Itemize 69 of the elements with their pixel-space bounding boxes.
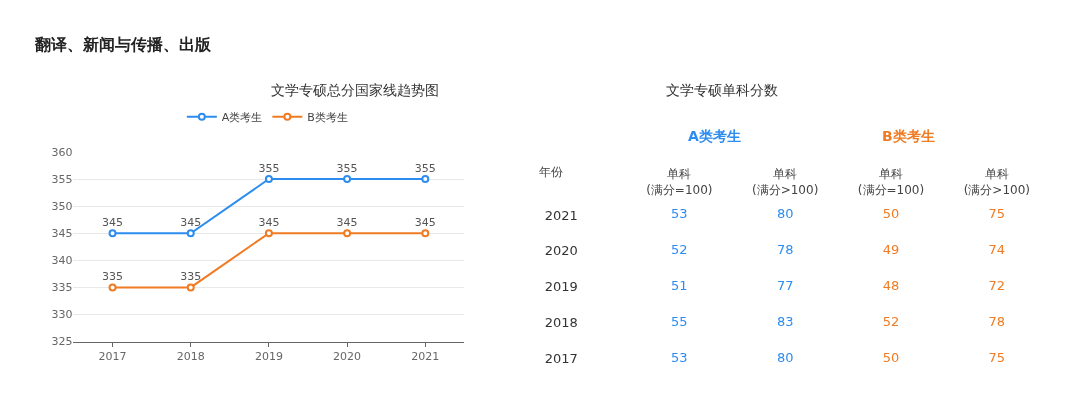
data-label: 77 bbox=[776, 278, 794, 294]
y-axis-title: 年份 bbox=[539, 165, 563, 179]
point bbox=[264, 175, 273, 184]
data-label: 50 bbox=[882, 349, 900, 365]
data-label: 50 bbox=[882, 206, 900, 222]
text: 翻译、新闻与传播、出版 bbox=[34, 35, 212, 54]
y-tick-label: 335 bbox=[51, 281, 73, 295]
y-tick-label: 355 bbox=[51, 172, 73, 186]
point bbox=[421, 175, 430, 184]
data-label: 345 bbox=[102, 215, 124, 229]
data-label: 74 bbox=[988, 242, 1006, 258]
point bbox=[108, 229, 117, 238]
point bbox=[186, 283, 195, 292]
data-label: 335 bbox=[180, 269, 202, 283]
y-tick-label: 325 bbox=[51, 335, 73, 349]
data-label: 345 bbox=[180, 215, 202, 229]
point bbox=[186, 229, 195, 238]
y-tick-label: 340 bbox=[51, 254, 73, 268]
x-tick-label: 单科 (满分=100) bbox=[646, 167, 713, 197]
chart-title: 文学专硕总分国家线趋势图 bbox=[271, 82, 439, 98]
data-label: 355 bbox=[414, 161, 436, 175]
point bbox=[264, 229, 273, 238]
y-tick-label: 345 bbox=[51, 227, 73, 241]
y-tick-label: 2019 bbox=[544, 279, 578, 295]
point bbox=[421, 229, 430, 238]
y-tick-label: 2020 bbox=[544, 243, 578, 259]
data-label: 75 bbox=[988, 349, 1006, 365]
data-label: 83 bbox=[776, 313, 794, 329]
text: B类考生 bbox=[882, 128, 935, 144]
point bbox=[343, 229, 352, 238]
data-label: 78 bbox=[988, 313, 1006, 329]
data-label: 53 bbox=[671, 206, 688, 222]
data-label: 48 bbox=[882, 278, 900, 294]
data-label: 80 bbox=[776, 349, 794, 365]
data-label: 52 bbox=[671, 242, 688, 258]
data-label: 355 bbox=[336, 161, 358, 175]
data-label: 345 bbox=[414, 215, 436, 229]
data-label: 53 bbox=[671, 349, 688, 365]
y-tick-label: 360 bbox=[51, 145, 73, 159]
point bbox=[108, 283, 117, 292]
x-tick-label: 2019 bbox=[254, 349, 283, 363]
y-tick-label: 330 bbox=[51, 308, 73, 322]
x-tick-label: 单科 (满分>100) bbox=[963, 167, 1030, 197]
x-tick-label: 2021 bbox=[411, 349, 440, 363]
y-tick-label: 2018 bbox=[544, 315, 578, 331]
x-tick-label: 2017 bbox=[98, 349, 127, 363]
data-label: 78 bbox=[776, 242, 794, 258]
y-tick-label: 350 bbox=[51, 199, 73, 213]
x-tick-label: 2020 bbox=[333, 349, 362, 363]
data-label: 51 bbox=[671, 278, 688, 294]
chart-title: 文学专硕单科分数 bbox=[666, 82, 778, 98]
data-label: 52 bbox=[882, 313, 900, 329]
data-label: 49 bbox=[882, 242, 900, 258]
data-label: 72 bbox=[988, 278, 1006, 294]
point bbox=[343, 175, 352, 184]
data-label: 345 bbox=[336, 215, 358, 229]
x-tick-label: 单科 (满分>100) bbox=[752, 167, 819, 197]
data-label: 355 bbox=[258, 161, 280, 175]
data-label: 80 bbox=[776, 206, 794, 222]
data-label: 335 bbox=[102, 269, 124, 283]
x-tick-label: 单科 (满分=100) bbox=[857, 167, 925, 197]
y-tick-label: 2021 bbox=[544, 207, 578, 223]
x-tick-label: 2018 bbox=[176, 349, 205, 363]
legend-label: B类考生 bbox=[307, 111, 348, 125]
legend-label: A类考生 bbox=[221, 111, 263, 125]
data-label: 75 bbox=[988, 206, 1006, 222]
data-label: 345 bbox=[258, 215, 280, 229]
text: A类考生 bbox=[688, 128, 741, 144]
data-label: 55 bbox=[671, 313, 688, 329]
